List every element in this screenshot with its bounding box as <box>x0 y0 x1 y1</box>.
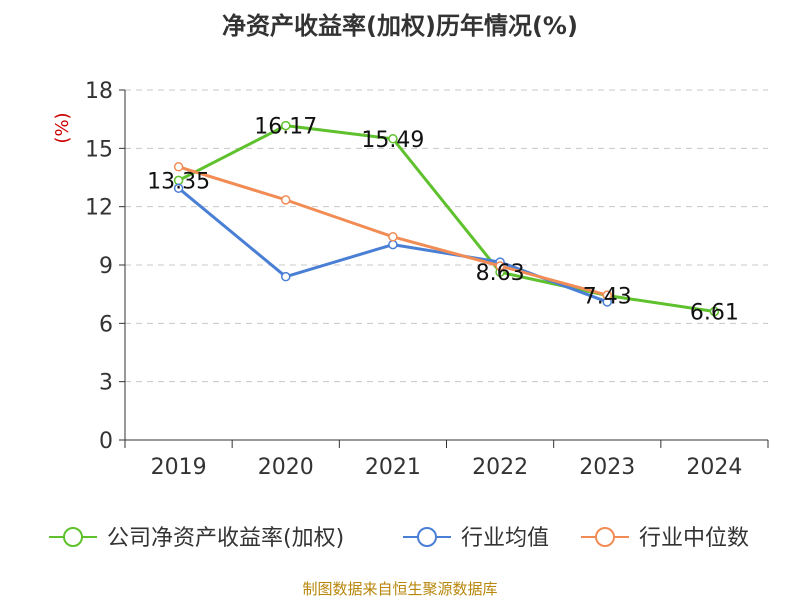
series-point-2 <box>388 232 398 242</box>
series-point-2 <box>602 290 612 300</box>
series-point-2 <box>495 261 505 271</box>
data-label: 13.35 <box>147 169 210 194</box>
data-source-note: 制图数据来自恒生聚源数据库 <box>302 580 498 598</box>
series-line-2 <box>178 165 608 297</box>
series-line-0 <box>177 124 715 313</box>
y-tick-label: 9 <box>99 254 113 279</box>
data-label: 6.61 <box>690 300 739 325</box>
data-label: 15.49 <box>361 128 424 153</box>
series-point-1 <box>173 183 184 193</box>
y-tick-label: 15 <box>85 137 113 162</box>
y-tick-label: 18 <box>85 79 113 104</box>
chart-title: 净资产收益率(加权)历年情况(%) <box>222 12 578 40</box>
y-tick-label: 0 <box>99 429 113 454</box>
y-tick-label: 6 <box>99 312 113 337</box>
data-label: 8.63 <box>476 261 525 286</box>
series-point-1 <box>281 271 291 282</box>
y-tick-label: 12 <box>85 196 113 221</box>
legend-marker <box>63 527 83 547</box>
x-tick-label: 2022 <box>472 455 528 480</box>
legend-marker <box>595 527 615 547</box>
data-label: 7.43 <box>583 285 632 310</box>
series-point-0 <box>388 134 398 144</box>
legend-item-2: 行业中位数 <box>581 526 749 551</box>
x-tick-label: 2019 <box>151 455 207 480</box>
x-tick-label: 2020 <box>258 455 314 480</box>
data-label: 16.17 <box>254 115 317 140</box>
y-tick-label: 3 <box>99 371 113 396</box>
series-point-2 <box>173 162 184 172</box>
y-axis-unit: (%) <box>52 112 73 143</box>
series-point-0 <box>709 306 720 317</box>
legend-label: 行业均值 <box>461 526 549 551</box>
legend-label: 行业中位数 <box>639 526 749 551</box>
x-tick-label: 2024 <box>686 455 742 480</box>
series-point-0 <box>281 120 291 131</box>
legend-item-0: 公司净资产收益率(加权) <box>49 526 344 551</box>
x-tick-label: 2021 <box>365 455 421 480</box>
legend-label: 公司净资产收益率(加权) <box>107 526 344 551</box>
legend-marker <box>417 527 437 547</box>
series-point-2 <box>281 195 291 205</box>
x-tick-label: 2023 <box>579 455 635 480</box>
legend-item-1: 行业均值 <box>403 526 549 551</box>
series-point-1 <box>388 239 398 250</box>
